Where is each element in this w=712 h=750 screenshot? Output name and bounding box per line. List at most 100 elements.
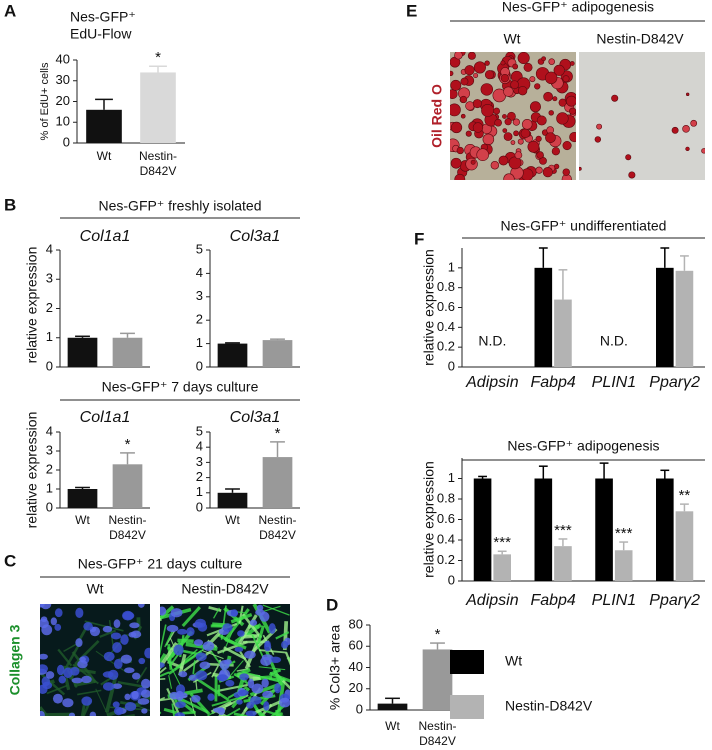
panel-letter: E [406, 1, 417, 20]
lipid-droplet [521, 119, 533, 130]
nucleus [112, 701, 120, 708]
lipid-droplet [510, 80, 519, 90]
error-bar [149, 65, 167, 73]
lipid-droplet [690, 119, 698, 127]
group-header: Nes-GFP⁺ freshly isolated [99, 198, 262, 214]
x-tick-label: Adipsin [465, 592, 519, 609]
error-bar [619, 541, 629, 551]
fiber [108, 620, 115, 648]
lipid-droplet [472, 122, 484, 133]
lipid-droplet [500, 60, 506, 66]
lipid-droplet [482, 133, 495, 146]
y-axis-label: % of EdU+ cells [39, 62, 51, 140]
fiber [160, 696, 166, 701]
lipid-droplet [502, 114, 507, 119]
nucleus [144, 647, 150, 659]
error-bar [120, 332, 135, 338]
bar [217, 492, 248, 508]
lipid-droplet [520, 128, 531, 139]
x-tick-label: Nestin-D842V [108, 513, 146, 542]
nucleus [193, 639, 204, 646]
lipid-droplet [548, 58, 555, 65]
nucleus [222, 623, 233, 632]
fiber [166, 688, 182, 716]
lipid-droplet [465, 130, 472, 137]
y-tick-label: 0 [356, 701, 363, 716]
bar [140, 72, 176, 143]
nucleus [138, 657, 146, 665]
error-bar [75, 335, 90, 338]
error-bar [680, 503, 689, 512]
nucleus [40, 653, 48, 660]
fiber [202, 650, 224, 660]
error-bar [120, 452, 135, 465]
micrograph-content [160, 604, 290, 716]
x-tick-label: Nestin-D842V [418, 719, 456, 748]
nucleus [113, 658, 123, 670]
nucleus [89, 711, 97, 716]
nucleus [173, 644, 184, 656]
bar [595, 478, 613, 581]
bar [534, 267, 553, 367]
x-tick-label: PLIN1 [592, 592, 636, 609]
lipid-droplet [513, 130, 519, 137]
x-tick-label: Fabp4 [530, 374, 575, 391]
fiber [206, 711, 215, 716]
lipid-droplet [517, 86, 528, 96]
y-tick-label: 20 [349, 680, 363, 695]
y-tick-label: 1 [448, 259, 455, 274]
nucleus [250, 696, 262, 705]
lipid-droplet [701, 148, 705, 154]
significance: * [125, 436, 131, 453]
nucleus [124, 667, 135, 674]
fiber [286, 656, 290, 663]
nucleus [195, 670, 208, 681]
nucleus [120, 654, 132, 664]
group-header: Nes-GFP⁺ 21 days culture [78, 556, 243, 572]
nucleus [75, 607, 84, 619]
lipid-droplet [542, 167, 553, 178]
fiber [171, 703, 175, 716]
image-column-label: Nestin-D842V [596, 31, 684, 47]
lipid-droplet [460, 113, 466, 119]
nucleus [102, 671, 114, 678]
y-axis-label: % Col3+ area [327, 625, 343, 710]
lipid-droplet [562, 75, 570, 83]
nucleus [279, 697, 290, 708]
fiber [80, 703, 86, 716]
lipid-droplet [450, 121, 463, 134]
bar [67, 489, 98, 508]
error-bar [660, 247, 670, 268]
fiber [57, 648, 73, 667]
y-tick-label: 0 [46, 358, 53, 373]
nucleus [244, 650, 256, 659]
image-column-label: Nestin-D842V [181, 581, 269, 597]
bar [493, 554, 511, 581]
lipid-droplet [682, 125, 690, 133]
nucleus [259, 611, 270, 622]
fiber [182, 649, 213, 672]
nucleus [102, 682, 115, 691]
y-tick-label: 0.4 [437, 531, 455, 546]
fiber [195, 677, 230, 702]
fiber [121, 714, 135, 716]
lipid-droplet [535, 166, 543, 174]
nucleus [81, 675, 92, 684]
nucleus [237, 630, 245, 637]
y-tick-label: 30 [56, 72, 70, 87]
nucleus [113, 619, 121, 628]
error-bar [430, 642, 445, 650]
lipid-droplet [523, 62, 533, 72]
error-bar [478, 475, 487, 479]
nucleus [207, 693, 215, 701]
bar [67, 337, 98, 367]
lipid-droplet [480, 83, 494, 96]
error-bar [558, 538, 568, 547]
fiber [163, 707, 178, 715]
error-bar [497, 550, 507, 555]
lipid-droplet [503, 173, 515, 180]
lipid-droplet [454, 173, 466, 180]
nucleus [237, 689, 249, 696]
lipid-droplet [493, 107, 500, 115]
fiber [225, 707, 241, 716]
